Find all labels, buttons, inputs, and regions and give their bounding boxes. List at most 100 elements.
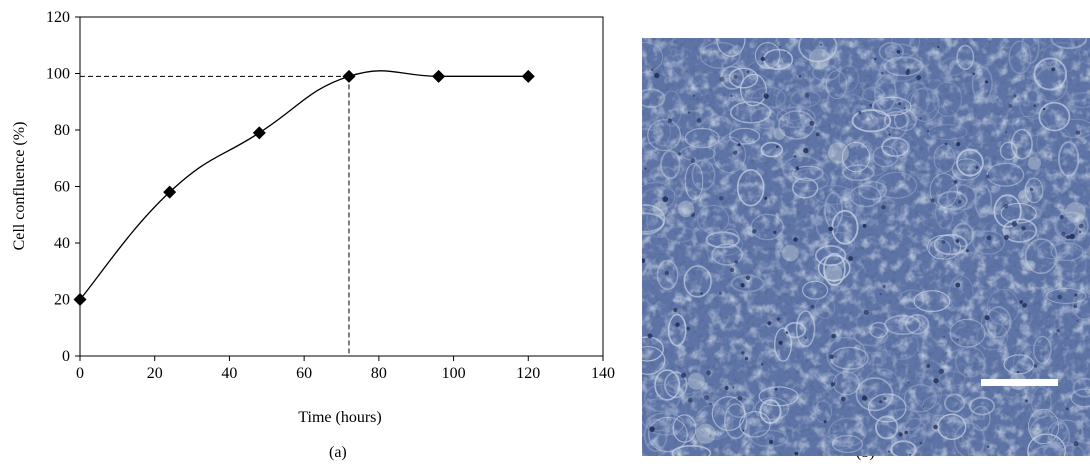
cell-granule bbox=[985, 80, 988, 84]
cell-outline bbox=[928, 124, 968, 141]
bright-cell bbox=[781, 244, 799, 262]
cell-granule bbox=[830, 382, 835, 387]
cell-granule bbox=[763, 93, 769, 99]
cell-outline bbox=[1050, 242, 1084, 262]
cell-granule bbox=[933, 424, 938, 430]
cell-granule bbox=[1069, 233, 1075, 240]
cell-outline bbox=[876, 171, 918, 199]
cell-granule bbox=[1033, 364, 1038, 368]
cell-outline bbox=[830, 175, 853, 198]
cell-granule bbox=[719, 196, 724, 201]
cell-outline bbox=[706, 227, 725, 264]
cell-outline bbox=[758, 386, 799, 407]
reference-lines bbox=[80, 75, 350, 356]
cell-granule bbox=[916, 75, 922, 81]
cell-outline bbox=[953, 422, 986, 456]
cell-outline bbox=[660, 149, 681, 180]
cell-outline bbox=[1070, 388, 1090, 408]
cell-granule bbox=[709, 402, 712, 406]
cell-outline bbox=[1046, 288, 1087, 304]
cell-outline bbox=[729, 101, 772, 124]
cell-granule bbox=[793, 237, 798, 242]
cell-granule bbox=[642, 258, 646, 263]
cell-outline bbox=[683, 265, 712, 298]
cell-granule bbox=[697, 118, 702, 123]
cell-granule bbox=[734, 260, 739, 264]
cell-outline bbox=[822, 434, 854, 451]
cell-outline bbox=[691, 159, 716, 191]
cell-granule bbox=[704, 395, 709, 401]
cell-outline bbox=[667, 313, 687, 347]
micrograph-cells bbox=[642, 38, 1090, 456]
cell-granule bbox=[681, 372, 687, 378]
cell-granule bbox=[798, 75, 802, 78]
bright-cell bbox=[809, 48, 830, 70]
x-tick-label: 20 bbox=[147, 365, 163, 382]
cell-outline bbox=[948, 275, 974, 311]
y-tick-label: 40 bbox=[54, 235, 70, 252]
cell-granule bbox=[930, 198, 935, 203]
cell-granule bbox=[793, 155, 797, 158]
cell-outline bbox=[869, 321, 889, 339]
x-axis-label: Time (hours) bbox=[298, 409, 381, 426]
cell-granule bbox=[1021, 226, 1026, 231]
cell-granule bbox=[733, 74, 738, 79]
series-line bbox=[79, 70, 529, 300]
cell-granule bbox=[776, 317, 781, 321]
cell-outline bbox=[906, 88, 940, 115]
cell-granule bbox=[667, 118, 672, 123]
cell-granule bbox=[760, 363, 764, 366]
data-point bbox=[163, 185, 177, 199]
cell-outline bbox=[1033, 335, 1052, 364]
cell-granule bbox=[732, 386, 735, 389]
cell-outline bbox=[1019, 229, 1039, 246]
data-markers bbox=[73, 69, 535, 306]
cell-outline bbox=[1037, 239, 1071, 260]
x-tick-label: 60 bbox=[296, 365, 312, 382]
cell-outline bbox=[656, 259, 679, 290]
cell-granule bbox=[874, 57, 877, 61]
cell-outline bbox=[739, 411, 771, 438]
cell-outline bbox=[1002, 218, 1038, 243]
cell-outline bbox=[716, 38, 746, 57]
cell-granule bbox=[1079, 231, 1081, 233]
cell-granule bbox=[1059, 214, 1064, 220]
cell-granule bbox=[820, 43, 823, 46]
cell-outline bbox=[663, 371, 688, 399]
cell-outline bbox=[642, 336, 664, 362]
cell-granule bbox=[746, 70, 750, 74]
cell-granule bbox=[972, 72, 975, 76]
y-tick-label: 100 bbox=[46, 66, 70, 83]
cell-granule bbox=[941, 240, 946, 244]
cell-outline bbox=[851, 109, 892, 133]
cell-outline bbox=[937, 190, 968, 211]
cell-granule bbox=[724, 385, 729, 391]
cell-granule bbox=[944, 142, 948, 146]
cell-granule bbox=[815, 132, 820, 137]
cell-granule bbox=[1033, 104, 1036, 107]
data-point bbox=[73, 293, 87, 306]
cell-outline bbox=[933, 233, 968, 256]
cell-granule bbox=[651, 68, 654, 71]
cell-outline bbox=[1031, 445, 1069, 456]
cell-outline bbox=[814, 400, 833, 423]
cell-granule bbox=[644, 167, 647, 170]
cell-granule bbox=[985, 174, 990, 179]
data-point bbox=[252, 126, 266, 140]
cell-granule bbox=[742, 429, 745, 432]
cell-granule bbox=[778, 340, 783, 345]
cell-outline bbox=[976, 322, 1009, 351]
cell-granule bbox=[737, 395, 743, 401]
cell-granule bbox=[927, 130, 930, 133]
cell-granule bbox=[686, 326, 691, 331]
bright-cell bbox=[677, 200, 695, 218]
cell-outline bbox=[798, 38, 838, 63]
cell-outline bbox=[795, 310, 816, 348]
y-tick-label: 80 bbox=[54, 122, 70, 139]
cell-outline bbox=[1003, 354, 1035, 375]
cell-granule bbox=[896, 50, 901, 54]
x-tick-label: 120 bbox=[516, 365, 540, 382]
cell-outline bbox=[642, 345, 666, 375]
cell-outline bbox=[750, 213, 784, 241]
cell-outline bbox=[760, 141, 784, 158]
